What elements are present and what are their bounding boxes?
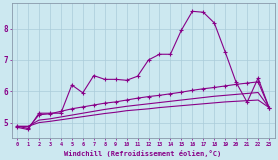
X-axis label: Windchill (Refroidissement éolien,°C): Windchill (Refroidissement éolien,°C)	[64, 150, 222, 156]
